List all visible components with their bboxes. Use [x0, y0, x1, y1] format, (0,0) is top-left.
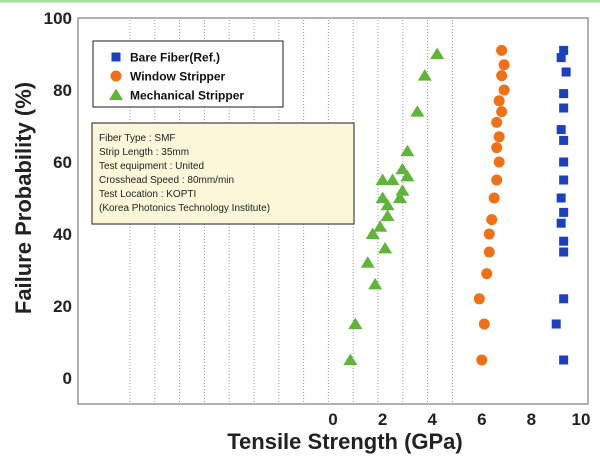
window-stripper-point: [493, 131, 505, 143]
mechanical-stripper-point: [373, 220, 388, 232]
bare-fiber-ref-point: [561, 67, 571, 77]
x-tick-label: 2: [378, 410, 387, 429]
window-stripper-point: [483, 246, 495, 258]
mechanical-stripper-point: [368, 277, 383, 290]
window-stripper-point: [473, 293, 485, 305]
mechanical-stripper-point: [392, 191, 407, 203]
window-stripper-point: [491, 142, 503, 154]
legend-label-mechanical-stripper: Mechanical Stripper: [130, 89, 244, 103]
y-tick-label: 0: [63, 369, 72, 388]
bare-fiber-ref-point: [559, 157, 569, 167]
info-box: Fiber Type : SMF Strip Length : 35mm Test …: [91, 122, 355, 225]
info-line: Test Location : KOPTI: [99, 189, 196, 200]
y-axis-title: Failure Probability (%): [11, 82, 36, 314]
info-line: Crosshead Speed : 80mm/min: [99, 175, 234, 186]
bare-fiber-ref-point: [559, 89, 569, 99]
bare-fiber-ref-point: [559, 103, 569, 113]
window-stripper-point: [498, 59, 510, 71]
mechanical-stripper-point: [365, 227, 380, 239]
window-stripper-point: [493, 156, 505, 168]
legend-marker-window-stripper: [110, 70, 122, 82]
mechanical-stripper-point: [380, 198, 395, 211]
y-tick-label: 80: [53, 81, 72, 100]
mechanical-stripper-point: [343, 353, 358, 365]
bare-fiber-ref-point: [559, 247, 569, 257]
y-tick-label: 40: [53, 225, 72, 244]
window-stripper-point: [478, 318, 490, 330]
y-tick-label: 100: [44, 9, 72, 28]
mechanical-stripper-point: [410, 105, 425, 117]
info-line: Strip Length : 35mm: [99, 147, 189, 158]
bare-fiber-ref-point: [559, 294, 569, 304]
info-line: (Korea Photonics Technology Institute): [99, 203, 270, 214]
x-tick-label: 10: [572, 410, 591, 429]
mechanical-stripper-point: [378, 241, 393, 254]
y-tick-label: 60: [53, 153, 72, 172]
bare-fiber-ref-point: [559, 207, 569, 217]
data-points: [343, 44, 571, 366]
legend: Bare Fiber(Ref.) Window Stripper Mechanica…: [92, 40, 284, 108]
window-stripper-point: [496, 106, 508, 118]
mechanical-stripper-point: [348, 317, 363, 329]
bare-fiber-ref-point: [559, 175, 569, 185]
bare-fiber-ref-point: [551, 319, 561, 329]
bare-fiber-ref-point: [559, 135, 569, 145]
bare-fiber-ref-point: [559, 355, 569, 365]
mechanical-stripper-point: [395, 184, 410, 196]
legend-label-window-stripper: Window Stripper: [130, 70, 226, 84]
x-tick-label: 4: [427, 410, 437, 429]
info-line: Test equipment : United: [99, 161, 204, 172]
x-axis-title: Tensile Strength (GPa): [227, 429, 463, 454]
bare-fiber-ref-point: [556, 125, 566, 135]
window-stripper-point: [493, 95, 505, 107]
mechanical-stripper-point: [400, 169, 415, 182]
mechanical-stripper-point: [430, 47, 445, 59]
bare-fiber-ref-point: [556, 218, 566, 228]
mechanical-stripper-point: [395, 162, 410, 175]
window-stripper-point: [481, 268, 493, 280]
x-tick-label: 8: [527, 410, 536, 429]
window-stripper-point: [498, 84, 510, 96]
x-axis: 0 2 4 6 8 10: [328, 410, 590, 429]
mechanical-stripper-point: [417, 69, 432, 81]
legend-marker-bare-fiber-ref: [111, 52, 121, 62]
bare-fiber-ref-point: [559, 45, 569, 55]
mechanical-stripper-point: [375, 191, 390, 203]
bare-fiber-ref-point: [559, 236, 569, 246]
window-stripper-point: [496, 70, 508, 82]
y-tick-label: 20: [53, 297, 72, 316]
bare-fiber-ref-point: [556, 193, 566, 203]
window-stripper-point: [488, 192, 500, 204]
window-stripper-point: [496, 44, 508, 56]
y-axis: 0 20 40 60 80 100: [44, 9, 72, 388]
mechanical-stripper-point: [375, 173, 390, 185]
window-stripper-point: [476, 354, 488, 366]
x-tick-label: 6: [477, 410, 486, 429]
legend-box: [92, 40, 284, 108]
window-stripper-point: [483, 228, 495, 240]
mechanical-stripper-point: [380, 209, 395, 221]
info-box-frame: [91, 122, 355, 225]
bare-fiber-ref-point: [556, 53, 566, 63]
x-tick-label: 0: [328, 410, 337, 429]
info-line: Fiber Type : SMF: [99, 133, 176, 144]
legend-label-bare-fiber-ref: Bare Fiber(Ref.): [130, 51, 220, 65]
mechanical-stripper-point: [400, 144, 415, 157]
legend-marker-mechanical-stripper: [109, 88, 123, 100]
mechanical-stripper-point: [385, 173, 400, 185]
window-stripper-point: [486, 214, 498, 226]
window-stripper-point: [491, 174, 503, 186]
mechanical-stripper-point: [360, 256, 375, 268]
window-stripper-point: [491, 116, 503, 128]
